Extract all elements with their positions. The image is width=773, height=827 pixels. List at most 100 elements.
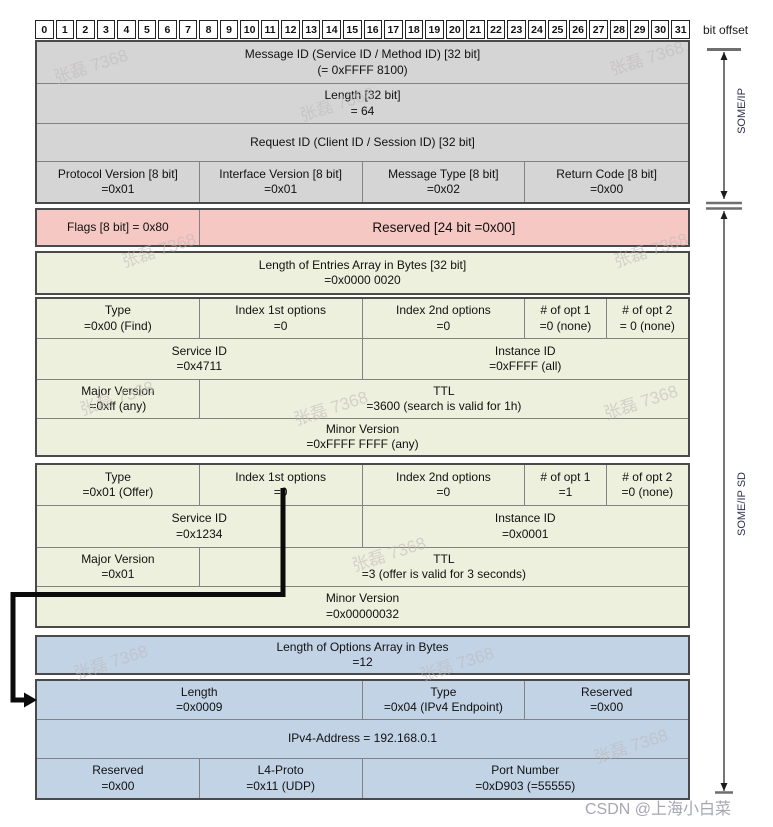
option-length-label: Length <box>180 684 218 699</box>
offer-service-id-label: Service ID <box>171 511 227 526</box>
entries-length-row: Length of Entries Array in Bytes [32 bit… <box>37 253 688 293</box>
bit-cell: 3 <box>96 20 116 39</box>
find-minor-version-cell: Minor Version =0xFFFF FFFF (any) <box>37 419 688 455</box>
option-length-cell: Length =0x0009 <box>37 681 363 719</box>
offer-major-version-cell: Major Version =0x01 <box>37 548 200 586</box>
find-ttl-cell: TTL =3600 (search is valid for 1h) <box>200 380 688 418</box>
message-id-cell: Message ID (Service ID / Method ID) [32 … <box>37 42 688 83</box>
ipv4-address-label: IPv4-Address = 192.168.0.1 <box>287 731 438 746</box>
find-instance-id-cell: Instance ID =0xFFFF (all) <box>363 339 689 379</box>
offer-ttl-value: =3 (offer is valid for 3 seconds) <box>361 567 526 581</box>
find-minor-version-value: =0xFFFF FFFF (any) <box>306 437 419 451</box>
flags-cell: Flags [8 bit] = 0x80 <box>37 210 200 245</box>
interface-version-value: =0x01 <box>264 182 298 196</box>
find-ids-row: Service ID =0x4711 Instance ID =0xFFFF (… <box>37 339 688 380</box>
option-length-value: =0x0009 <box>176 700 223 714</box>
bit-offset-row: 0 1 2 3 4 5 6 7 8 9 10 11 12 13 14 15 16 17 18 19 20 21 22 23 24… <box>35 20 690 39</box>
bit-cell: 5 <box>137 20 157 39</box>
bit-cell: 27 <box>589 20 608 39</box>
reserved24-cell: Reserved [24 bit =0x00] <box>200 210 688 245</box>
bit-cell: 2 <box>76 20 95 39</box>
find-index2-value: =0 <box>436 318 451 333</box>
port-number-cell: Port Number =0xD903 (=55555) <box>363 759 689 798</box>
bit-cell: 0 <box>35 20 54 39</box>
request-id-cell: Request ID (Client ID / Session ID) [32 … <box>37 124 688 161</box>
bit-cell: 20 <box>445 20 465 39</box>
offer-type-cell: Type =0x01 (Offer) <box>37 465 200 505</box>
someip-header-block: Message ID (Service ID / Method ID) [32 … <box>35 40 690 204</box>
return-code-label: Return Code [8 bit] <box>556 166 657 181</box>
option-reserved-cell: Reserved =0x00 <box>525 681 688 719</box>
bit-cell: 19 <box>425 20 444 39</box>
find-index1-label: Index 1st options <box>235 303 326 318</box>
offer-instance-id-label: Instance ID <box>494 511 556 526</box>
bit-cell: 30 <box>650 20 670 39</box>
protocol-version-value: =0x01 <box>101 182 135 196</box>
offer-service-id-value: =0x1234 <box>176 526 223 541</box>
offer-index1-value: =0 <box>273 485 288 499</box>
offer-index1-label: Index 1st options <box>235 469 326 484</box>
bit-cell: 10 <box>240 20 259 39</box>
offer-opt2-cell: # of opt 2 =0 (none) <box>607 465 688 505</box>
find-opt2-value: = 0 (none) <box>619 318 675 333</box>
someip-sd-span-label: SOME/IP SD <box>736 472 748 536</box>
sd-flags-block: Flags [8 bit] = 0x80 Reserved [24 bit =0… <box>35 208 690 247</box>
someip-span-arrow-down <box>720 191 728 199</box>
flags-row: Flags [8 bit] = 0x80 Reserved [24 bit =0… <box>37 210 688 245</box>
find-type-row: Type =0x00 (Find) Index 1st options =0 I… <box>37 299 688 339</box>
bit-cell: 16 <box>363 20 383 39</box>
return-code-cell: Return Code [8 bit] =0x00 <box>525 162 688 202</box>
option-reserved2-label: Reserved <box>92 763 144 778</box>
offer-opt1-label: # of opt 1 <box>540 469 591 484</box>
someip-span-label: SOME/IP <box>736 88 748 134</box>
find-minor-version-label: Minor Version <box>325 421 400 436</box>
find-opt1-value: =0 (none) <box>539 318 592 333</box>
option-type-value: =0x04 (IPv4 Endpoint) <box>383 700 503 714</box>
l4-proto-cell: L4-Proto =0x11 (UDP) <box>200 759 363 798</box>
reserved24-label: Reserved [24 bit =0x00] <box>372 219 516 235</box>
find-type-value: =0x00 (Find) <box>84 318 152 333</box>
offer-index2-label: Index 2nd options <box>396 469 491 484</box>
interface-version-cell: Interface Version [8 bit] =0x01 <box>200 162 363 202</box>
request-id-label: Request ID (Client ID / Session ID) [32 … <box>250 134 475 149</box>
find-index2-cell: Index 2nd options =0 <box>363 299 526 338</box>
protocol-version-label: Protocol Version [8 bit] <box>57 166 178 181</box>
csdn-watermark: CSDN @上海小白菜 <box>585 801 732 818</box>
find-type-label: Type <box>104 303 131 318</box>
port-number-label: Port Number <box>491 763 560 778</box>
bit-cell: 12 <box>281 20 300 39</box>
offer-minor-version-label: Minor Version <box>325 591 400 606</box>
option-reserved-label: Reserved <box>580 684 633 699</box>
find-major-version-label: Major Version <box>81 383 155 398</box>
find-opt1-cell: # of opt 1 =0 (none) <box>525 299 607 338</box>
ipv4-option-block: Length =0x0009 Type =0x04 (IPv4 Endpoint… <box>35 679 690 800</box>
find-major-version-value: =0xff (any) <box>89 399 147 413</box>
find-instance-id-value: =0xFFFF (all) <box>489 359 562 373</box>
find-major-version-cell: Major Version =0xff (any) <box>37 380 200 418</box>
find-opt2-label: # of opt 2 <box>622 303 673 318</box>
option-reserved2-value: =0x00 <box>101 778 135 793</box>
find-service-id-value: =0x4711 <box>176 359 223 373</box>
bit-cell: 17 <box>384 20 403 39</box>
length-label: Length [32 bit] <box>324 88 401 103</box>
option-reserved2-cell: Reserved =0x00 <box>37 759 200 798</box>
find-instance-id-label: Instance ID <box>494 343 556 358</box>
offer-opt2-label: # of opt 2 <box>622 469 673 484</box>
offer-type-value: =0x01 (Offer) <box>82 485 154 499</box>
find-ttl-value: =3600 (search is valid for 1h) <box>366 399 522 413</box>
bit-cell: 8 <box>199 20 218 39</box>
bit-cell: 31 <box>671 20 690 39</box>
entries-length-label: Length of Entries Array in Bytes [32 bit… <box>258 257 467 272</box>
length-row: Length [32 bit] = 64 <box>37 84 688 124</box>
options-length-block: Length of Options Array in Bytes =12 <box>35 635 690 675</box>
message-id-row: Message ID (Service ID / Method ID) [32 … <box>37 42 688 84</box>
bit-cell: 6 <box>158 20 177 39</box>
return-code-value: =0x00 <box>590 182 624 196</box>
offer-ttl-cell: TTL =3 (offer is valid for 3 seconds) <box>200 548 688 586</box>
option-type-label: Type <box>430 684 457 699</box>
find-type-cell: Type =0x00 (Find) <box>37 299 200 338</box>
bit-cell: 13 <box>301 20 321 39</box>
offer-type-row: Type =0x01 (Offer) Index 1st options =0 … <box>37 465 688 506</box>
find-service-id-cell: Service ID =0x4711 <box>37 339 363 379</box>
message-type-label: Message Type [8 bit] <box>388 166 499 181</box>
